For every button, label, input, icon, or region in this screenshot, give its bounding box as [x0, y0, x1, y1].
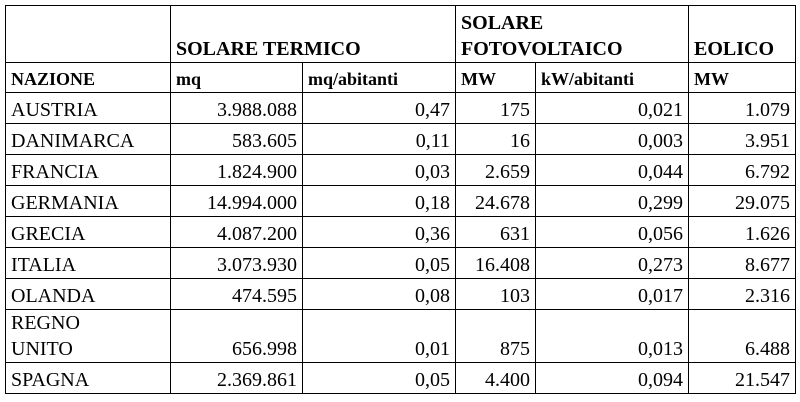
header-row: SOLARE TERMICO SOLARE FOTOVOLTAICO EOLICO — [5, 5, 797, 63]
value-cell: 0,01 — [301, 309, 457, 363]
value-cell: 3.951 — [688, 123, 797, 155]
value-cell: 474.595 — [170, 278, 303, 310]
data-row: AUSTRIA 3.988.088 0,47 175 0,021 1.079 — [5, 92, 797, 124]
column-header: mq — [170, 62, 303, 93]
value-cell: 0,36 — [301, 216, 457, 248]
value-cell: 2.369.861 — [170, 362, 303, 394]
data-row: GERMANIA 14.994.000 0,18 24.678 0,299 29.075 — [5, 185, 797, 217]
value-cell: 1.626 — [688, 216, 797, 248]
value-cell: 0,273 — [535, 247, 690, 279]
data-row: DANIMARCA 583.605 0,11 16 0,003 3.951 — [5, 123, 797, 155]
value-cell: 2.316 — [688, 278, 797, 310]
group-header: SOLARE FOTOVOLTAICO — [455, 5, 690, 63]
country-cell: AUSTRIA — [5, 92, 171, 124]
country-cell: GERMANIA — [5, 185, 171, 217]
column-header: MW — [455, 62, 537, 93]
value-cell: 14.994.000 — [170, 185, 303, 217]
value-cell: 1.824.900 — [170, 154, 303, 186]
value-cell: 6.792 — [688, 154, 797, 186]
column-header: kW/abitanti — [535, 62, 690, 93]
value-cell: 875 — [455, 309, 537, 363]
value-cell: 0,18 — [301, 185, 457, 217]
value-cell: 2.659 — [455, 154, 537, 186]
data-row: FRANCIA 1.824.900 0,03 2.659 0,044 6.792 — [5, 154, 797, 186]
value-cell: 29.075 — [688, 185, 797, 217]
value-cell: 0,299 — [535, 185, 690, 217]
value-cell: 0,044 — [535, 154, 690, 186]
value-cell: 656.998 — [170, 309, 303, 363]
data-row: REGNO UNITO 656.998 0,01 875 0,013 6.488 — [5, 309, 797, 363]
column-header: MW — [688, 62, 797, 93]
data-row: SPAGNA 2.369.861 0,05 4.400 0,094 21.547 — [5, 362, 797, 394]
value-cell: 3.073.930 — [170, 247, 303, 279]
value-cell: 583.605 — [170, 123, 303, 155]
country-cell: REGNO UNITO — [5, 309, 171, 363]
energy-table: SOLARE TERMICO SOLARE FOTOVOLTAICO EOLICO N… — [5, 5, 797, 394]
header-cell — [5, 5, 171, 63]
value-cell: 1.079 — [688, 92, 797, 124]
value-cell: 0,05 — [301, 247, 457, 279]
value-cell: 0,017 — [535, 278, 690, 310]
country-cell: GRECIA — [5, 216, 171, 248]
value-cell: 0,013 — [535, 309, 690, 363]
value-cell: 0,094 — [535, 362, 690, 394]
value-cell: 631 — [455, 216, 537, 248]
value-cell: 16.408 — [455, 247, 537, 279]
column-header: NAZIONE — [5, 62, 171, 93]
country-cell: FRANCIA — [5, 154, 171, 186]
value-cell: 0,05 — [301, 362, 457, 394]
value-cell: 8.677 — [688, 247, 797, 279]
group-header: EOLICO — [688, 5, 797, 63]
value-cell: 0,11 — [301, 123, 457, 155]
value-cell: 21.547 — [688, 362, 797, 394]
country-cell: SPAGNA — [5, 362, 171, 394]
value-cell: 0,021 — [535, 92, 690, 124]
value-cell: 0,003 — [535, 123, 690, 155]
value-cell: 4.087.200 — [170, 216, 303, 248]
value-cell: 0,03 — [301, 154, 457, 186]
group-header: SOLARE TERMICO — [169, 5, 457, 63]
header-row: NAZIONE mq mq/abitanti MW kW/abitanti MW — [5, 62, 797, 93]
value-cell: 16 — [455, 123, 537, 155]
country-cell: DANIMARCA — [5, 123, 171, 155]
value-cell: 24.678 — [455, 185, 537, 217]
data-row: OLANDA 474.595 0,08 103 0,017 2.316 — [5, 278, 797, 310]
value-cell: 3.988.088 — [170, 92, 303, 124]
value-cell: 175 — [455, 92, 537, 124]
country-cell: ITALIA — [5, 247, 171, 279]
data-row: GRECIA 4.087.200 0,36 631 0,056 1.626 — [5, 216, 797, 248]
value-cell: 0,47 — [301, 92, 457, 124]
value-cell: 0,056 — [535, 216, 690, 248]
column-header: mq/abitanti — [301, 62, 457, 93]
data-row: ITALIA 3.073.930 0,05 16.408 0,273 8.677 — [5, 247, 797, 279]
value-cell: 103 — [455, 278, 537, 310]
value-cell: 0,08 — [301, 278, 457, 310]
value-cell: 4.400 — [455, 362, 537, 394]
value-cell: 6.488 — [688, 309, 797, 363]
country-cell: OLANDA — [5, 278, 171, 310]
